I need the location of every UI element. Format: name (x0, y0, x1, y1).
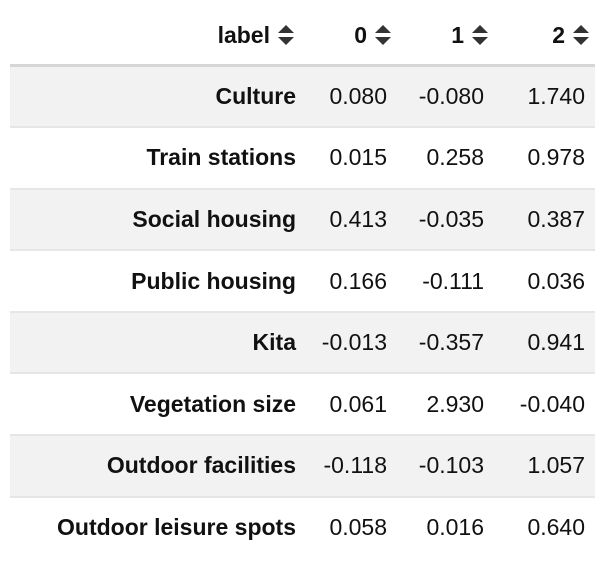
table-cell: 1.740 (494, 65, 595, 129)
table-cell: -0.080 (397, 65, 494, 129)
table-cell: 0.058 (329, 514, 387, 541)
table-row: Social housing 0.413 -0.035 0.387 (10, 188, 595, 252)
table-cell: 1.057 (494, 435, 595, 498)
row-label: Outdoor leisure spots (57, 514, 296, 541)
table-cell: 0.080 (300, 65, 397, 129)
sort-icon[interactable] (375, 24, 391, 45)
table-cell: 0.258 (397, 127, 494, 190)
row-label: Public housing (10, 250, 300, 313)
table-cell: 0.978 (494, 127, 595, 190)
column-header-1[interactable]: 1 (397, 6, 494, 67)
table-cell: 0.015 (300, 127, 397, 190)
table-row: Culture 0.080 -0.080 1.740 (10, 65, 595, 129)
sort-icon[interactable] (573, 24, 589, 45)
table-cell: 0.387 (494, 188, 595, 252)
table-cell: 0.061 (300, 373, 397, 437)
table-cell: -0.103 (397, 435, 494, 498)
table-row: Outdoor facilities -0.118 -0.103 1.057 (10, 435, 595, 498)
column-header-0[interactable]: 0 (300, 6, 397, 67)
row-label: Train stations (10, 127, 300, 190)
row-label: Social housing (10, 188, 300, 252)
column-header-2[interactable]: 2 (494, 6, 595, 67)
table-header: label 0 1 2 (10, 6, 595, 67)
sort-icon[interactable] (278, 24, 294, 45)
header-row: label 0 1 2 (10, 6, 595, 67)
table-cell: -0.111 (397, 250, 494, 313)
table-cell: 0.413 (300, 188, 397, 252)
table-row: Public housing 0.166 -0.111 0.036 (10, 250, 595, 313)
sort-icon[interactable] (472, 24, 488, 45)
column-header-text: 1 (451, 21, 464, 48)
table-cell: -0.357 (397, 311, 494, 375)
table-row: Train stations 0.015 0.258 0.978 (10, 127, 595, 190)
row-label: Outdoor facilities (10, 435, 300, 498)
column-header-label[interactable]: label (10, 6, 300, 67)
table-cell: 2.930 (397, 373, 494, 437)
column-header-text: 0 (354, 21, 367, 48)
row-label: Culture (10, 65, 300, 129)
table-cell: -0.013 (300, 311, 397, 375)
row-label: Kita (10, 311, 300, 375)
table-row: Kita -0.013 -0.357 0.941 (10, 311, 595, 375)
column-header-text: 2 (552, 21, 565, 48)
column-header-text: label (217, 21, 270, 48)
table-body: Culture 0.080 -0.080 1.740 Train station… (10, 65, 595, 559)
table-cell: -0.040 (494, 373, 595, 437)
table-cell: -0.118 (300, 435, 397, 498)
table-cell: 0.166 (300, 250, 397, 313)
table-cell: 0.640 (527, 514, 585, 541)
table-row: Vegetation size 0.061 2.930 -0.040 (10, 373, 595, 437)
table-cell: 0.036 (494, 250, 595, 313)
table-row: Outdoor leisure spots 0.058 0.016 0.640 (10, 497, 595, 559)
table-cell: 0.016 (426, 514, 484, 541)
table-cell: 0.941 (494, 311, 595, 375)
row-label: Vegetation size (10, 373, 300, 437)
dataframe-table: label 0 1 2 Culture 0.080 -0.080 1.740 T… (10, 6, 595, 558)
table-cell: -0.035 (397, 188, 494, 252)
dataframe-table-container: label 0 1 2 Culture 0.080 -0.080 1.740 T… (10, 6, 595, 558)
